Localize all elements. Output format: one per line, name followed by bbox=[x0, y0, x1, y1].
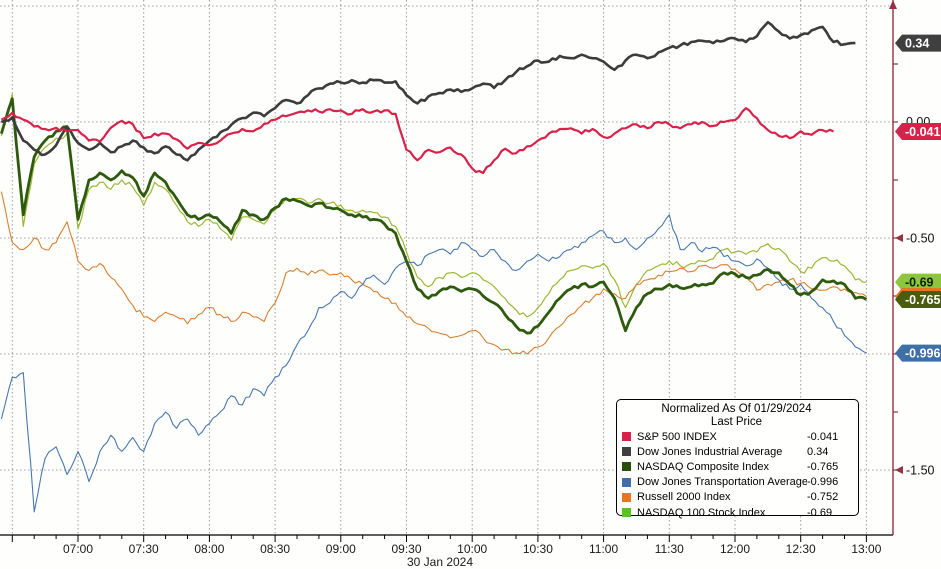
price-badge-label: -0.041 bbox=[905, 125, 940, 139]
legend-color-swatch-icon bbox=[622, 508, 631, 518]
y-axis-tick-label: -0.50 bbox=[906, 232, 935, 246]
legend-color-swatch-icon bbox=[622, 432, 631, 442]
legend-box: Normalized As Of 01/29/2024 Last Price S… bbox=[616, 399, 859, 519]
price-badge: -0.996 bbox=[895, 344, 941, 362]
series-line-4 bbox=[0, 20, 856, 162]
x-axis-label: 11:00 bbox=[589, 542, 618, 556]
legend-item-name: Dow Jones Transportation Average bbox=[637, 476, 807, 489]
legend-item-value: 0.34 bbox=[807, 445, 829, 458]
legend-item-3: Dow Jones Transportation Average -0.996 bbox=[622, 475, 851, 490]
axes bbox=[0, 0, 898, 542]
y-axis-labels: 0.00-0.50-1.50 bbox=[895, 115, 935, 478]
x-axis-label: 12:30 bbox=[786, 542, 816, 556]
price-badge-label: -0.69 bbox=[905, 276, 934, 290]
price-badge: 0.34 bbox=[895, 34, 941, 52]
x-axis-label: 08:30 bbox=[260, 542, 290, 556]
y-axis-tick-label: -1.50 bbox=[906, 464, 935, 478]
series-line-2 bbox=[0, 214, 867, 513]
legend-item-value: -0.041 bbox=[807, 430, 839, 443]
x-axis-label: 08:00 bbox=[194, 542, 224, 556]
legend-item-name: S&P 500 INDEX bbox=[637, 430, 717, 443]
legend-color-swatch-icon bbox=[622, 492, 631, 502]
legend-subtitle: Last Price bbox=[710, 416, 763, 428]
x-axis-label: 12:00 bbox=[720, 542, 750, 556]
price-badge-label: 0.34 bbox=[905, 37, 929, 51]
legend-rows: S&P 500 INDEX -0.041 Dow Jones Industrial … bbox=[622, 429, 851, 520]
x-axis-label: 11:30 bbox=[655, 542, 684, 556]
legend-item-2: NASDAQ Composite Index -0.765 bbox=[622, 459, 851, 474]
legend-item-1: Dow Jones Industrial Average 0.34 bbox=[622, 444, 851, 459]
x-axis-date-label: 30 Jan 2024 bbox=[407, 555, 473, 569]
legend-item-4: Russell 2000 Index -0.752 bbox=[622, 490, 851, 505]
price-badge-label: -0.996 bbox=[905, 347, 940, 361]
legend-item-0: S&P 500 INDEX -0.041 bbox=[622, 429, 851, 444]
price-badge: -0.765 bbox=[895, 290, 941, 308]
legend-item-name: Dow Jones Industrial Average bbox=[637, 445, 783, 458]
legend-item-value: -0.69 bbox=[807, 506, 833, 519]
series-line-1 bbox=[0, 191, 867, 355]
series-line-0 bbox=[0, 93, 867, 318]
legend-item-5: NASDAQ 100 Stock Index -0.69 bbox=[622, 505, 851, 520]
series-line-3 bbox=[0, 97, 868, 335]
series-line-5 bbox=[0, 107, 834, 175]
legend-color-swatch-icon bbox=[622, 477, 631, 487]
legend-item-value: -0.996 bbox=[807, 476, 839, 489]
x-axis-label: 10:00 bbox=[457, 542, 487, 556]
series-lines bbox=[0, 20, 868, 513]
legend-item-name: NASDAQ 100 Stock Index bbox=[637, 506, 766, 519]
x-axis-label: 09:00 bbox=[326, 542, 356, 556]
x-axis-labels: 07:00 07:30 08:00 08:30 09:00 09:30 10:00 10:30… bbox=[63, 542, 882, 569]
legend-item-value: -0.765 bbox=[807, 460, 839, 473]
x-axis-label: 09:30 bbox=[391, 542, 421, 556]
legend-item-name: NASDAQ Composite Index bbox=[637, 460, 770, 473]
price-badge-label: -0.765 bbox=[905, 293, 940, 307]
legend-title: Normalized As Of 01/29/2024 bbox=[661, 403, 812, 415]
legend-color-swatch-icon bbox=[622, 447, 631, 457]
legend-item-value: -0.752 bbox=[807, 491, 839, 504]
x-axis-label: 07:00 bbox=[63, 542, 93, 556]
price-badge: -0.041 bbox=[895, 123, 941, 141]
legend-item-name: Russell 2000 Index bbox=[637, 491, 731, 504]
x-axis-label: 13:00 bbox=[851, 542, 881, 556]
price-badge: -0.69 bbox=[895, 273, 941, 291]
x-axis-label: 07:30 bbox=[129, 542, 159, 556]
legend-color-swatch-icon bbox=[622, 462, 631, 472]
x-axis-label: 10:30 bbox=[523, 542, 553, 556]
